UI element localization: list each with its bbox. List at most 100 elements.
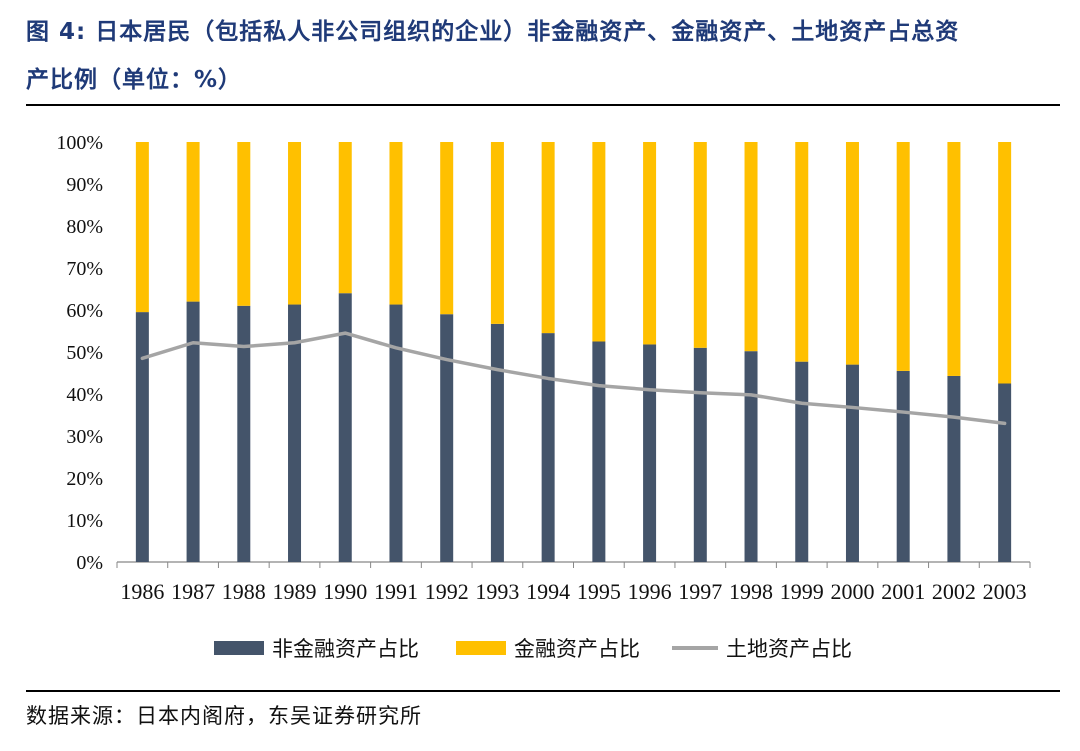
bar-nonfinancial-1990 xyxy=(338,293,352,562)
bar-series-group xyxy=(135,142,1012,562)
y-axis: 0% 10% 20% 30% 40% 50% 60% 70% 80% 90% 100% xyxy=(56,132,103,574)
y-tick-label: 20% xyxy=(66,468,103,490)
y-tick-label: 30% xyxy=(66,426,103,448)
bar-nonfinancial-2001 xyxy=(896,370,910,562)
land-point-1997 xyxy=(699,392,701,394)
bar-nonfinancial-1994 xyxy=(541,333,555,562)
bar-nonfinancial-2002 xyxy=(947,375,961,562)
bar-nonfinancial-1989 xyxy=(288,304,302,562)
source-divider xyxy=(26,690,1060,692)
y-tick-label: 100% xyxy=(56,132,103,154)
bar-financial-1998 xyxy=(744,142,758,352)
bar-financial-2003 xyxy=(998,142,1012,384)
legend-label-2: 土地资产占比 xyxy=(726,637,852,661)
land-point-1998 xyxy=(750,394,752,396)
bar-financial-2002 xyxy=(947,142,961,376)
x-tick-label: 1996 xyxy=(628,579,672,604)
x-tick-label: 1990 xyxy=(323,579,367,604)
land-point-1992 xyxy=(446,359,448,361)
legend-label-0: 非金融资产占比 xyxy=(272,637,419,661)
x-tick-label: 1999 xyxy=(780,579,824,604)
bar-nonfinancial-1998 xyxy=(744,351,758,562)
legend-label-1: 金融资产占比 xyxy=(514,637,640,661)
bar-nonfinancial-2003 xyxy=(998,383,1012,562)
land-point-1993 xyxy=(496,369,498,371)
x-tick-label: 2001 xyxy=(881,579,925,604)
y-tick-label: 10% xyxy=(66,510,103,532)
bar-nonfinancial-1988 xyxy=(237,305,251,562)
x-axis: 1986 1987 1988 1989 1990 1991 1992 1993 1994 1995… xyxy=(116,561,1031,604)
bar-financial-1990 xyxy=(338,142,352,294)
x-tick-label: 1997 xyxy=(678,579,722,604)
land-point-1995 xyxy=(598,385,600,387)
bar-financial-1993 xyxy=(490,142,504,324)
legend-swatch-1 xyxy=(456,641,506,655)
land-point-1994 xyxy=(547,377,549,379)
land-point-2000 xyxy=(851,406,853,408)
bar-nonfinancial-1996 xyxy=(643,344,657,562)
land-point-1989 xyxy=(294,342,296,344)
bar-financial-1996 xyxy=(643,142,657,345)
land-point-1999 xyxy=(801,402,803,404)
bar-financial-1992 xyxy=(440,142,454,315)
land-line-group xyxy=(140,331,1007,426)
land-point-1991 xyxy=(395,347,397,349)
bar-nonfinancial-1987 xyxy=(186,301,200,562)
land-point-1988 xyxy=(243,346,245,348)
x-tick-label: 1994 xyxy=(526,579,570,604)
bar-financial-1987 xyxy=(186,142,200,302)
x-tick-label: 2003 xyxy=(983,579,1027,604)
bar-financial-1995 xyxy=(592,142,606,342)
legend-swatch-0 xyxy=(214,641,264,655)
legend: 非金融资产占比 金融资产占比 土地资产占比 xyxy=(214,637,852,661)
bar-nonfinancial-1999 xyxy=(795,361,809,562)
y-tick-label: 40% xyxy=(66,384,103,406)
bar-nonfinancial-1997 xyxy=(693,347,707,562)
y-tick-label: 70% xyxy=(66,258,103,280)
land-point-1986 xyxy=(141,357,143,359)
x-tick-label: 2002 xyxy=(932,579,976,604)
x-tick-label: 1989 xyxy=(273,579,317,604)
title-line-1: 图 4: 日本居民（包括私人非公司组织的企业）非金融资产、金融资产、土地资产占总… xyxy=(26,19,960,45)
bar-nonfinancial-1993 xyxy=(490,323,504,562)
land-point-2002 xyxy=(953,416,955,418)
land-point-2001 xyxy=(902,411,904,413)
y-tick-label: 80% xyxy=(66,216,103,238)
bar-nonfinancial-1991 xyxy=(389,304,403,562)
x-tick-label: 1992 xyxy=(425,579,469,604)
land-line xyxy=(140,331,1007,426)
title-line-2: 产比例（单位：%） xyxy=(26,67,243,93)
y-tick-label: 90% xyxy=(66,174,103,196)
bar-financial-1994 xyxy=(541,142,555,334)
bar-financial-1999 xyxy=(795,142,809,362)
bar-nonfinancial-1995 xyxy=(592,341,606,562)
land-point-2003 xyxy=(1004,422,1006,424)
x-tick-label: 1998 xyxy=(729,579,773,604)
bar-nonfinancial-1992 xyxy=(440,314,454,562)
stacked-bar-chart: 0%10%20%30%40%50%60%70%80%90%100% 1986 19… xyxy=(56,132,1031,661)
bar-financial-2000 xyxy=(845,142,859,365)
land-point-1990 xyxy=(344,332,346,334)
y-tick-label: 0% xyxy=(76,552,103,574)
x-tick-label: 2000 xyxy=(830,579,874,604)
x-tick-label: 1987 xyxy=(171,579,215,604)
x-tick-label: 1986 xyxy=(120,579,164,604)
source-note: 数据来源：日本内阁府，东吴证券研究所 xyxy=(26,704,422,728)
x-tick-label: 1988 xyxy=(222,579,266,604)
x-tick-label: 1991 xyxy=(374,579,418,604)
land-point-1987 xyxy=(192,342,194,344)
x-tick-label: 1995 xyxy=(577,579,621,604)
bar-financial-1991 xyxy=(389,142,403,305)
y-tick-label: 50% xyxy=(66,342,103,364)
bar-financial-1997 xyxy=(693,142,707,348)
bar-financial-2001 xyxy=(896,142,910,371)
bar-financial-1988 xyxy=(237,142,251,306)
chart-title: 图 4: 日本居民（包括私人非公司组织的企业）非金融资产、金融资产、土地资产占总… xyxy=(26,8,1066,104)
bar-financial-1986 xyxy=(135,142,149,313)
land-point-1996 xyxy=(649,389,651,391)
y-tick-label: 60% xyxy=(66,300,103,322)
title-divider xyxy=(26,104,1060,106)
bar-nonfinancial-2000 xyxy=(845,364,859,562)
x-tick-label: 1993 xyxy=(475,579,519,604)
bar-financial-1989 xyxy=(288,142,302,305)
